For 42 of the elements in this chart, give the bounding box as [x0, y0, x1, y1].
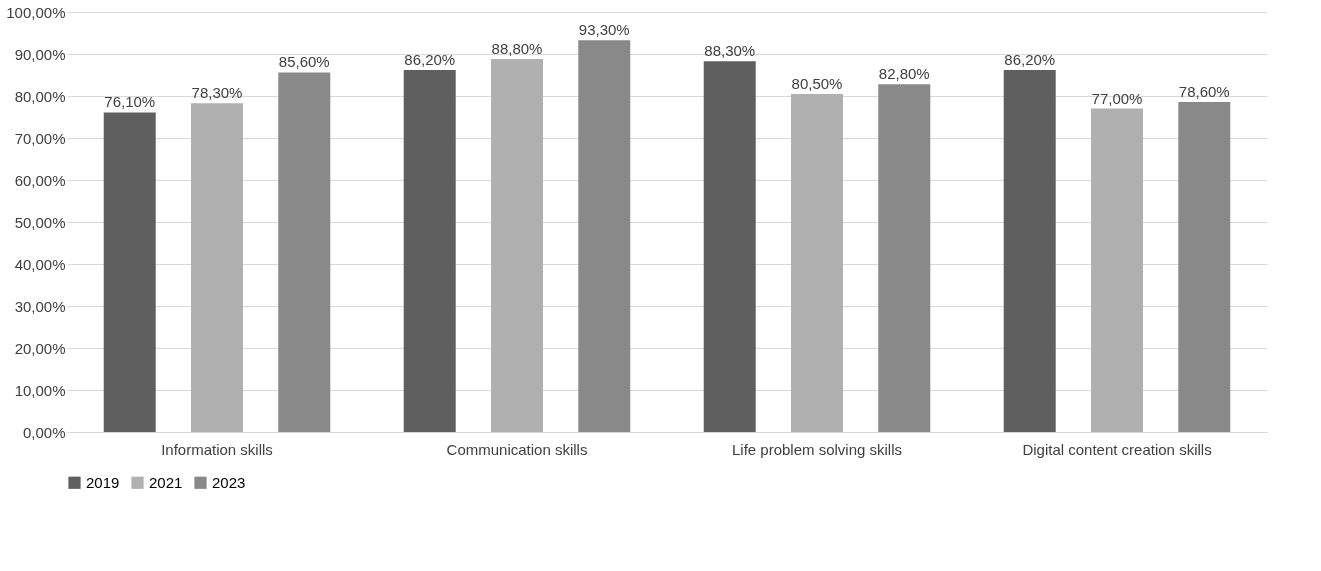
data-label: 78,30% [191, 84, 243, 102]
bar [791, 93, 843, 432]
y-tick-label: 90,00% [14, 45, 66, 63]
bar [578, 40, 631, 432]
bar [278, 72, 331, 432]
data-label: 85,60% [278, 53, 330, 71]
legend-label: 2023 [212, 473, 246, 491]
x-tick-label: Digital content creation skills [1022, 440, 1212, 458]
bar [403, 69, 456, 432]
data-label: 78,60% [1178, 82, 1230, 100]
data-label: 88,30% [704, 42, 756, 60]
bar [878, 84, 931, 432]
legend-label: 2021 [149, 473, 183, 491]
y-tick-label: 60,00% [14, 171, 66, 189]
bar [703, 61, 756, 432]
data-label: 77,00% [1091, 89, 1143, 107]
y-tick-label: 70,00% [14, 129, 66, 147]
y-tick-label: 40,00% [14, 255, 66, 273]
legend-label: 2019 [86, 473, 120, 491]
data-label: 80,50% [791, 74, 843, 92]
bar [491, 59, 543, 432]
y-tick-label: 100,00% [6, 3, 66, 21]
data-label: 93,30% [578, 21, 630, 39]
bar [1091, 108, 1143, 432]
data-label: 86,20% [404, 50, 456, 68]
bar [103, 112, 156, 432]
bar [1178, 101, 1231, 432]
x-tick-label: Communication skills [446, 440, 588, 458]
y-tick-label: 0,00% [22, 423, 66, 441]
y-tick-label: 30,00% [14, 297, 66, 315]
bar [191, 103, 243, 432]
data-label: 76,10% [104, 93, 156, 111]
y-tick-label: 50,00% [14, 213, 66, 231]
x-tick-label: Information skills [161, 440, 273, 458]
bar [1003, 69, 1056, 432]
y-tick-label: 80,00% [14, 87, 66, 105]
data-label: 82,80% [878, 65, 930, 83]
y-tick-label: 20,00% [14, 339, 66, 357]
data-label: 88,80% [491, 40, 543, 58]
data-label: 86,20% [1004, 50, 1056, 68]
x-tick-label: Life problem solving skills [731, 440, 903, 458]
y-tick-label: 10,00% [14, 381, 66, 399]
